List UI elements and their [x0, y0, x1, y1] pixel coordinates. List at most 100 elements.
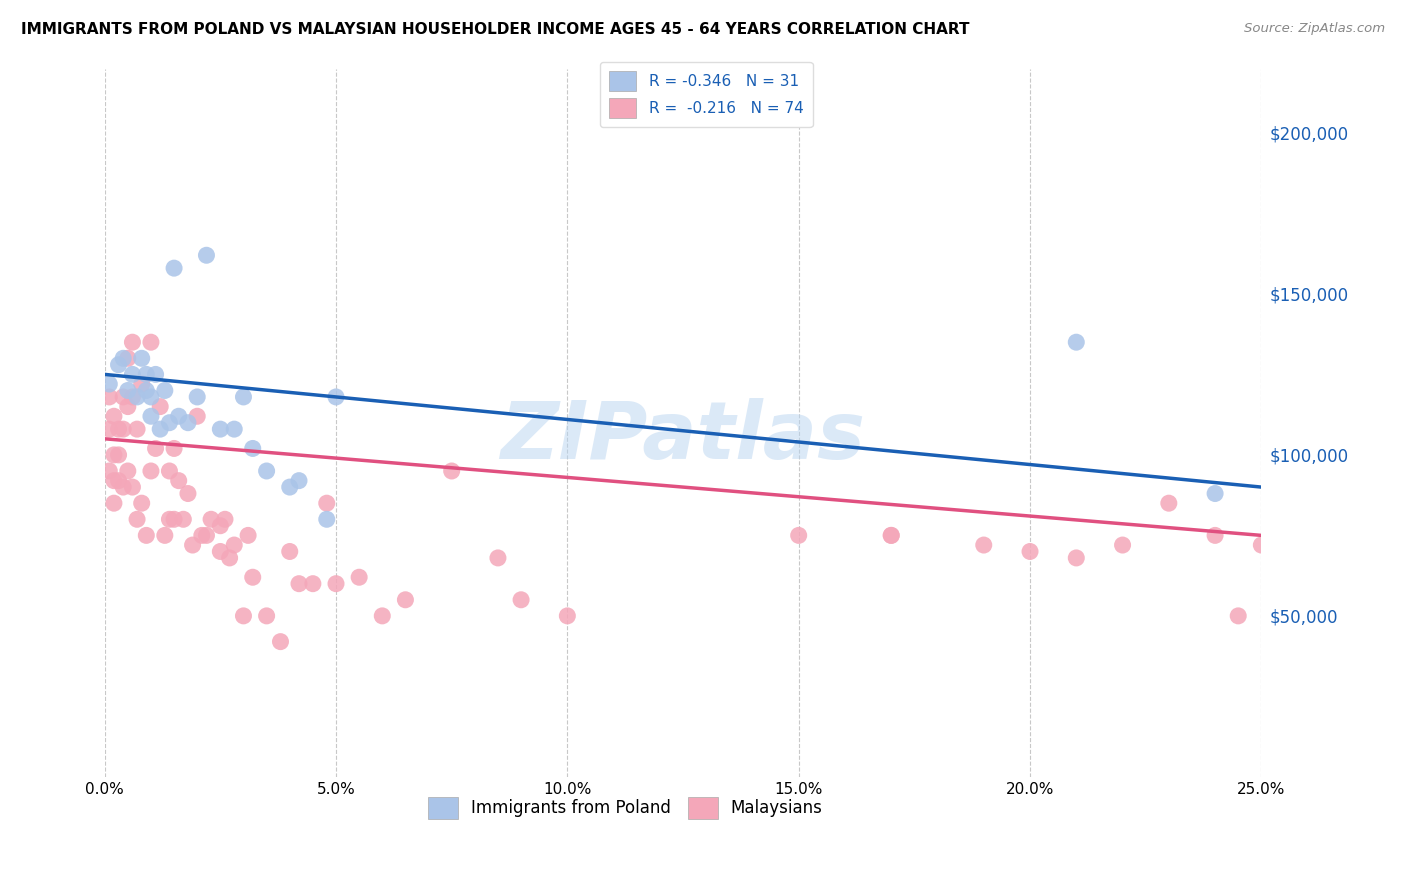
- Point: [880, 528, 903, 542]
- Point: [1064, 550, 1087, 565]
- Point: [121, 390, 143, 404]
- Point: [107, 358, 129, 372]
- Point: [153, 384, 176, 398]
- Point: [131, 496, 153, 510]
- Point: [103, 474, 125, 488]
- Point: [181, 538, 204, 552]
- Point: [325, 576, 347, 591]
- Point: [145, 368, 167, 382]
- Point: [269, 634, 291, 648]
- Point: [232, 608, 254, 623]
- Point: [139, 409, 162, 424]
- Point: [218, 550, 240, 565]
- Point: [1204, 528, 1226, 542]
- Point: [103, 448, 125, 462]
- Point: [117, 384, 139, 398]
- Point: [145, 442, 167, 456]
- Point: [135, 528, 157, 542]
- Point: [107, 448, 129, 462]
- Point: [195, 248, 218, 262]
- Point: [121, 368, 143, 382]
- Point: [177, 486, 200, 500]
- Point: [177, 416, 200, 430]
- Point: [302, 576, 325, 591]
- Point: [256, 608, 278, 623]
- Point: [1250, 538, 1272, 552]
- Point: [278, 544, 301, 558]
- Point: [325, 390, 347, 404]
- Point: [112, 351, 135, 366]
- Point: [112, 390, 135, 404]
- Point: [163, 512, 186, 526]
- Point: [121, 480, 143, 494]
- Point: [135, 368, 157, 382]
- Point: [557, 608, 579, 623]
- Point: [278, 480, 301, 494]
- Point: [172, 512, 194, 526]
- Point: [103, 496, 125, 510]
- Point: [1111, 538, 1133, 552]
- Point: [347, 570, 370, 584]
- Point: [139, 464, 162, 478]
- Point: [1157, 496, 1180, 510]
- Point: [167, 474, 190, 488]
- Point: [103, 409, 125, 424]
- Point: [224, 538, 246, 552]
- Point: [288, 576, 311, 591]
- Point: [98, 422, 121, 436]
- Point: [224, 422, 246, 436]
- Text: Source: ZipAtlas.com: Source: ZipAtlas.com: [1244, 22, 1385, 36]
- Point: [880, 528, 903, 542]
- Text: ZIPatlas: ZIPatlas: [501, 398, 866, 475]
- Point: [98, 464, 121, 478]
- Point: [112, 480, 135, 494]
- Point: [117, 351, 139, 366]
- Point: [242, 570, 264, 584]
- Point: [288, 474, 311, 488]
- Point: [371, 608, 394, 623]
- Point: [117, 464, 139, 478]
- Point: [315, 496, 337, 510]
- Point: [195, 528, 218, 542]
- Point: [153, 528, 176, 542]
- Point: [121, 335, 143, 350]
- Point: [98, 390, 121, 404]
- Point: [163, 261, 186, 276]
- Point: [256, 464, 278, 478]
- Point: [232, 390, 254, 404]
- Point: [1204, 486, 1226, 500]
- Legend: Immigrants from Poland, Malaysians: Immigrants from Poland, Malaysians: [420, 790, 830, 825]
- Point: [163, 442, 186, 456]
- Point: [98, 377, 121, 392]
- Point: [236, 528, 259, 542]
- Point: [973, 538, 995, 552]
- Point: [159, 416, 181, 430]
- Point: [209, 422, 232, 436]
- Point: [191, 528, 214, 542]
- Point: [214, 512, 236, 526]
- Point: [209, 518, 232, 533]
- Point: [149, 400, 172, 414]
- Point: [107, 474, 129, 488]
- Text: IMMIGRANTS FROM POLAND VS MALAYSIAN HOUSEHOLDER INCOME AGES 45 - 64 YEARS CORREL: IMMIGRANTS FROM POLAND VS MALAYSIAN HOUS…: [21, 22, 970, 37]
- Point: [209, 544, 232, 558]
- Point: [125, 512, 148, 526]
- Point: [1019, 544, 1042, 558]
- Point: [117, 400, 139, 414]
- Point: [394, 592, 416, 607]
- Point: [139, 335, 162, 350]
- Point: [242, 442, 264, 456]
- Point: [112, 422, 135, 436]
- Point: [159, 512, 181, 526]
- Point: [139, 390, 162, 404]
- Point: [1064, 335, 1087, 350]
- Point: [131, 351, 153, 366]
- Point: [186, 390, 208, 404]
- Point: [440, 464, 463, 478]
- Point: [510, 592, 533, 607]
- Point: [107, 422, 129, 436]
- Point: [131, 377, 153, 392]
- Point: [486, 550, 509, 565]
- Point: [186, 409, 208, 424]
- Point: [200, 512, 222, 526]
